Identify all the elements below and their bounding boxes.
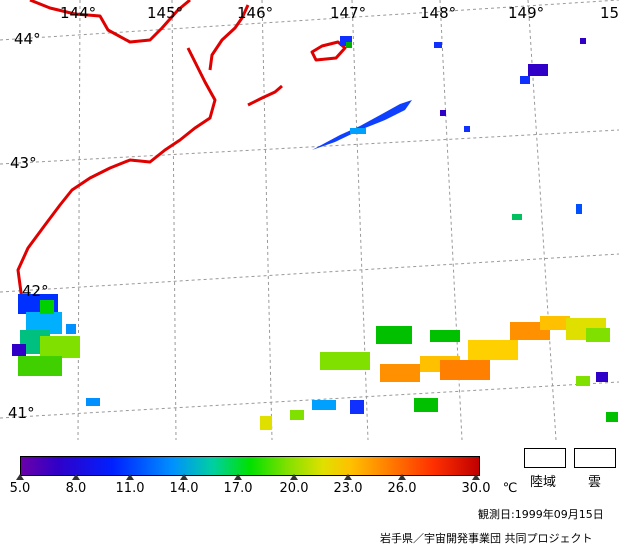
colorbar-label-23: 23.0 <box>333 481 363 496</box>
colorbar-label-14: 14.0 <box>169 481 199 496</box>
lat-label-44: 44° <box>14 30 41 48</box>
colorbar-tick <box>472 474 480 480</box>
colorbar <box>20 456 480 476</box>
colorbar-label-8: 8.0 <box>65 481 87 496</box>
lon-label-148: 148° <box>420 4 456 22</box>
colorbar-label-5: 5.0 <box>9 481 31 496</box>
sst-map: 144° 145° 146° 147° 148° 149° 15 44° 43°… <box>0 0 619 440</box>
observation-date: 観測日:1999年09月15日 <box>478 508 604 521</box>
lon-label-146: 146° <box>237 4 273 22</box>
lon-label-144: 144° <box>60 4 96 22</box>
cloud-legend-label: 雲 <box>588 475 602 490</box>
colorbar-tick <box>344 474 352 480</box>
colorbar-tick <box>16 474 24 480</box>
project-credit: 岩手県／宇宙開発事業団 共同プロジェクト <box>380 532 593 545</box>
lon-label-150: 15 <box>600 4 619 22</box>
colorbar-label-11: 11.0 <box>115 481 145 496</box>
colorbar-tick <box>126 474 134 480</box>
colorbar-label-17: 17.0 <box>223 481 253 496</box>
lat-label-43: 43° <box>10 154 37 172</box>
colorbar-unit: ℃ <box>502 481 518 496</box>
colorbar-tick <box>398 474 406 480</box>
colorbar-tick <box>234 474 242 480</box>
lat-label-41: 41° <box>8 404 35 422</box>
colorbar-label-30: 30.0 <box>461 481 491 496</box>
sst-patches <box>12 36 618 430</box>
colorbar-gradient <box>20 456 480 476</box>
land-legend-swatch <box>524 448 566 468</box>
land-legend-label: 陸域 <box>530 475 557 490</box>
graticule <box>0 0 619 440</box>
lon-label-149: 149° <box>508 4 544 22</box>
colorbar-tick <box>72 474 80 480</box>
colorbar-tick <box>290 474 298 480</box>
colorbar-label-20: 20.0 <box>279 481 309 496</box>
cloud-legend-swatch <box>574 448 616 468</box>
colorbar-label-26: 26.0 <box>387 481 417 496</box>
lon-label-147: 147° <box>330 4 366 22</box>
coastline <box>16 0 347 301</box>
lat-label-42: 42° <box>22 282 49 300</box>
colorbar-tick <box>180 474 188 480</box>
lon-label-145: 145° <box>147 4 183 22</box>
